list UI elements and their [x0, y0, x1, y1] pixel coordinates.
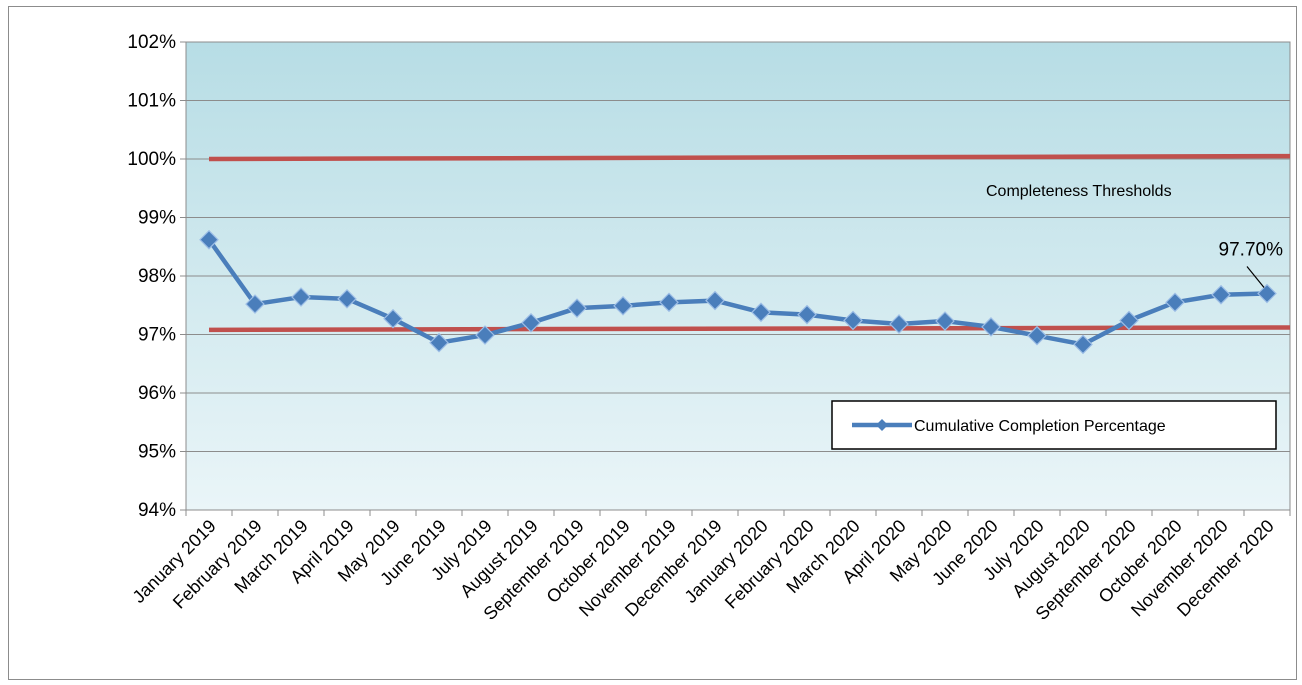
- data-point: [797, 304, 817, 325]
- data-point: [1211, 284, 1231, 305]
- annotation-leader: [1246, 266, 1265, 288]
- data-point: [199, 229, 219, 250]
- data-point: [1073, 334, 1093, 355]
- y-tick-label: 97%: [138, 325, 176, 346]
- data-point: [935, 311, 955, 331]
- y-tick-label: 101%: [127, 91, 176, 112]
- data-point: [291, 287, 311, 307]
- data-point: [1027, 325, 1047, 346]
- line-chart: 94%95%96%97%98%99%100%101%102%January 20…: [127, 32, 1291, 624]
- threshold-line: [208, 153, 1291, 162]
- data-point: [429, 332, 449, 353]
- data-point: [245, 294, 265, 314]
- y-tick-label: 99%: [138, 208, 176, 229]
- data-point: [337, 288, 357, 309]
- threshold-label: Completeness Thresholds: [986, 183, 1172, 200]
- y-tick-label: 100%: [127, 149, 176, 170]
- data-point: [613, 295, 633, 316]
- legend-marker: [876, 419, 888, 431]
- y-tick-label: 95%: [138, 442, 176, 463]
- annotation-label: 97.70%: [1219, 240, 1284, 261]
- data-point: [659, 292, 679, 313]
- y-tick-label: 102%: [127, 32, 176, 53]
- data-point: [705, 290, 725, 311]
- data-point: [751, 302, 771, 323]
- y-tick-label: 94%: [138, 500, 176, 521]
- legend-label: Cumulative Completion Percentage: [914, 418, 1166, 435]
- threshold-line: [208, 325, 1291, 333]
- data-point: [383, 308, 403, 329]
- chart-frame: 94% 95% 96% 97% 98% 99% 100% 101% 102% January 20…: [8, 6, 1297, 680]
- data-point: [475, 325, 495, 345]
- data-point: [521, 312, 541, 333]
- data-point: [1257, 283, 1277, 304]
- data-point: [981, 317, 1001, 337]
- y-tick-label: 98%: [138, 266, 176, 287]
- data-point: [843, 310, 863, 331]
- data-point: [889, 314, 909, 334]
- y-tick-label: 96%: [138, 383, 176, 404]
- data-point: [1119, 310, 1139, 331]
- series-line: [207, 238, 1268, 347]
- data-point: [567, 298, 587, 319]
- data-point: [1165, 292, 1185, 313]
